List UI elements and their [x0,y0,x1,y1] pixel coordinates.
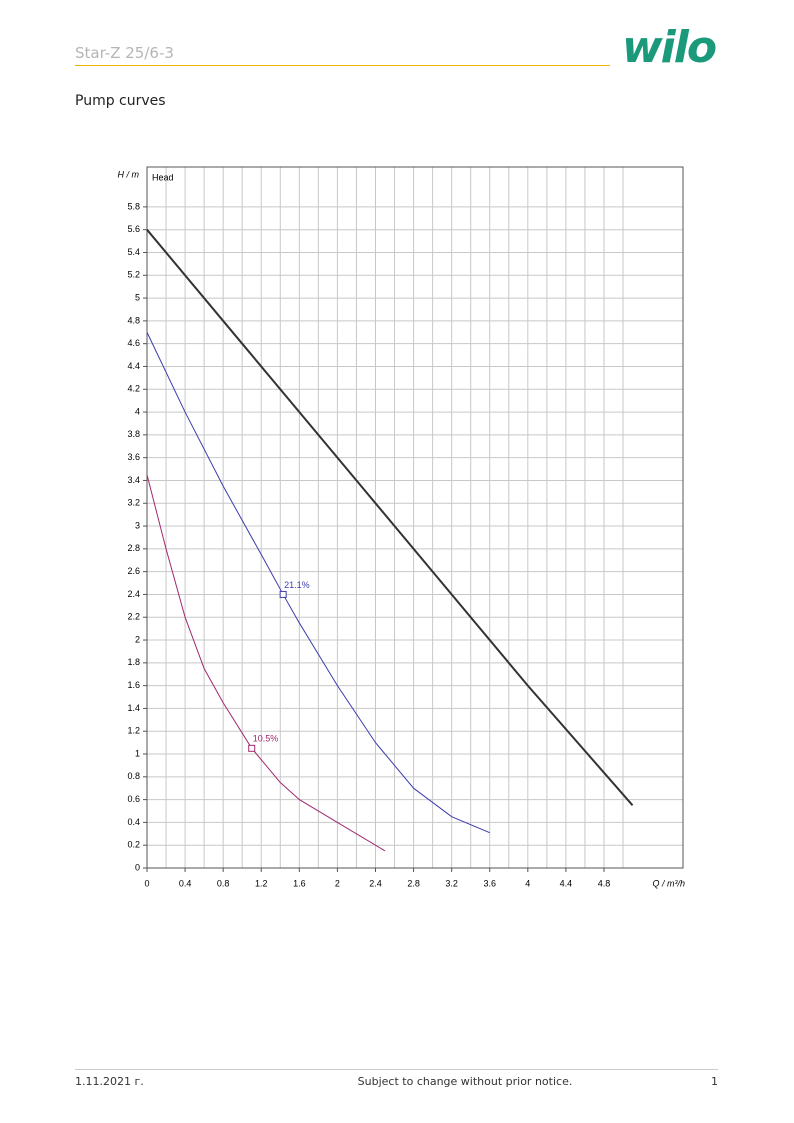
curve [146,332,490,834]
y-tick-label: 0 [135,862,140,872]
point-label: 21.1% [284,580,310,590]
x-tick-label: 0.4 [179,878,192,888]
x-tick-label: 1.6 [293,878,306,888]
y-tick-label: 2.8 [127,543,140,553]
operating-point [248,744,256,752]
plot-frame [146,166,684,869]
y-tick-label: 5.4 [127,247,140,257]
x-tick-label: 4.4 [560,878,573,888]
y-tick-label: 2.2 [127,612,140,622]
y-tick-label: 4.8 [127,315,140,325]
y-tick-label: 4 [135,406,140,416]
y-axis-label: H / m [118,169,140,179]
y-tick-label: 2.4 [127,589,140,599]
y-tick-label: 1 [135,748,140,758]
x-axis-label: Q / m³/h [652,878,685,888]
y-tick-label: 3 [135,520,140,530]
x-tick-label: 4 [525,878,530,888]
header-rule [75,65,610,66]
section-title: Pump curves [75,93,166,109]
plot-area [146,166,684,869]
y-tick-label: 2.6 [127,566,140,576]
footer-notice: Subject to change without prior notice. [357,1075,573,1088]
y-tick-label: 1.6 [127,680,140,690]
x-tick-label: 3.6 [483,878,496,888]
x-tick-label: 4.8 [598,878,611,888]
y-tick-label: 5.2 [127,270,140,280]
y-tick-label: 0.4 [127,817,140,827]
y-tick-label: 5 [135,292,140,302]
y-tick-label: 4.4 [127,361,140,371]
y-tick-label: 3.6 [127,452,140,462]
x-tick-label: 2.4 [369,878,382,888]
x-tick-label: 2.8 [407,878,420,888]
y-tick-label: 5.8 [127,201,140,211]
x-tick-label: 3.2 [445,878,458,888]
doc-title: Star-Z 25/6-3 [75,44,174,62]
point-label: 10.5% [253,734,279,744]
operating-point [279,590,287,598]
page-number: 1 [711,1075,718,1088]
y-tick-label: 3.4 [127,475,140,485]
y-tick-label: 4.6 [127,338,140,348]
x-tick-label: 0 [144,878,149,888]
x-tick-label: 0.8 [217,878,230,888]
curve-label: Head [152,172,174,182]
logo: wilo [622,22,717,73]
chart: 0 0.2 0.4 0.6 0.8 1 1.2 1.4 1.6 1.8 2 2.2 2.4 2.6 2.8 3… [118,166,685,888]
y-tick-label: 0.2 [127,840,140,850]
x-tick-label: 1.2 [255,878,268,888]
footer-date: 1.11.2021 г. [75,1075,144,1088]
curve [146,229,634,806]
y-tick-label: 2 [135,634,140,644]
y-tick-label: 1.4 [127,703,140,713]
y-tick-label: 4.2 [127,384,140,394]
y-tick-label: 5.6 [127,224,140,234]
y-tick-label: 1.2 [127,726,140,736]
y-tick-label: 3.2 [127,498,140,508]
y-tick-label: 0.8 [127,771,140,781]
y-tick-label: 1.8 [127,657,140,667]
x-tick-label: 2 [335,878,340,888]
y-tick-label: 0.6 [127,794,140,804]
curve [146,474,386,852]
y-tick-label: 3.8 [127,429,140,439]
footer-rule [75,1069,718,1070]
